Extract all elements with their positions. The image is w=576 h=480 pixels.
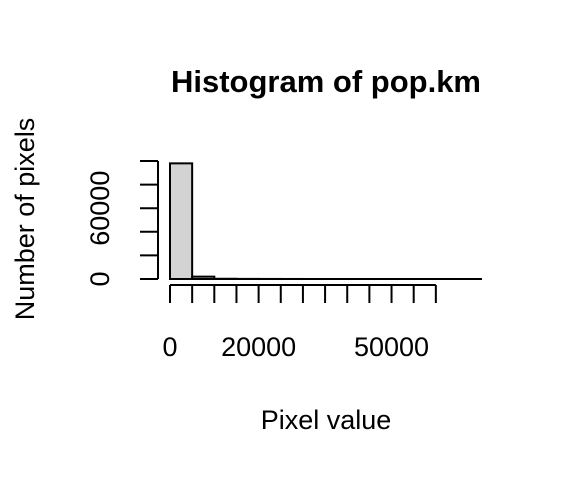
x-axis: 0 20000 50000 — [162, 284, 437, 362]
x-tick-label-50000: 50000 — [354, 332, 429, 362]
chart-title: Histogram of pop.km — [171, 64, 481, 99]
histogram-bars — [169, 162, 482, 281]
y-tick-label-60000: 60000 — [85, 171, 115, 246]
x-tick-label-0: 0 — [162, 332, 177, 362]
histogram-bar-0 — [169, 162, 194, 280]
x-tick-label-20000: 20000 — [221, 332, 296, 362]
y-axis-label: Number of pixels — [10, 118, 40, 321]
y-tick-label-0: 0 — [85, 271, 115, 286]
y-axis: 0 60000 — [85, 160, 159, 287]
x-axis-label: Pixel value — [261, 405, 392, 435]
